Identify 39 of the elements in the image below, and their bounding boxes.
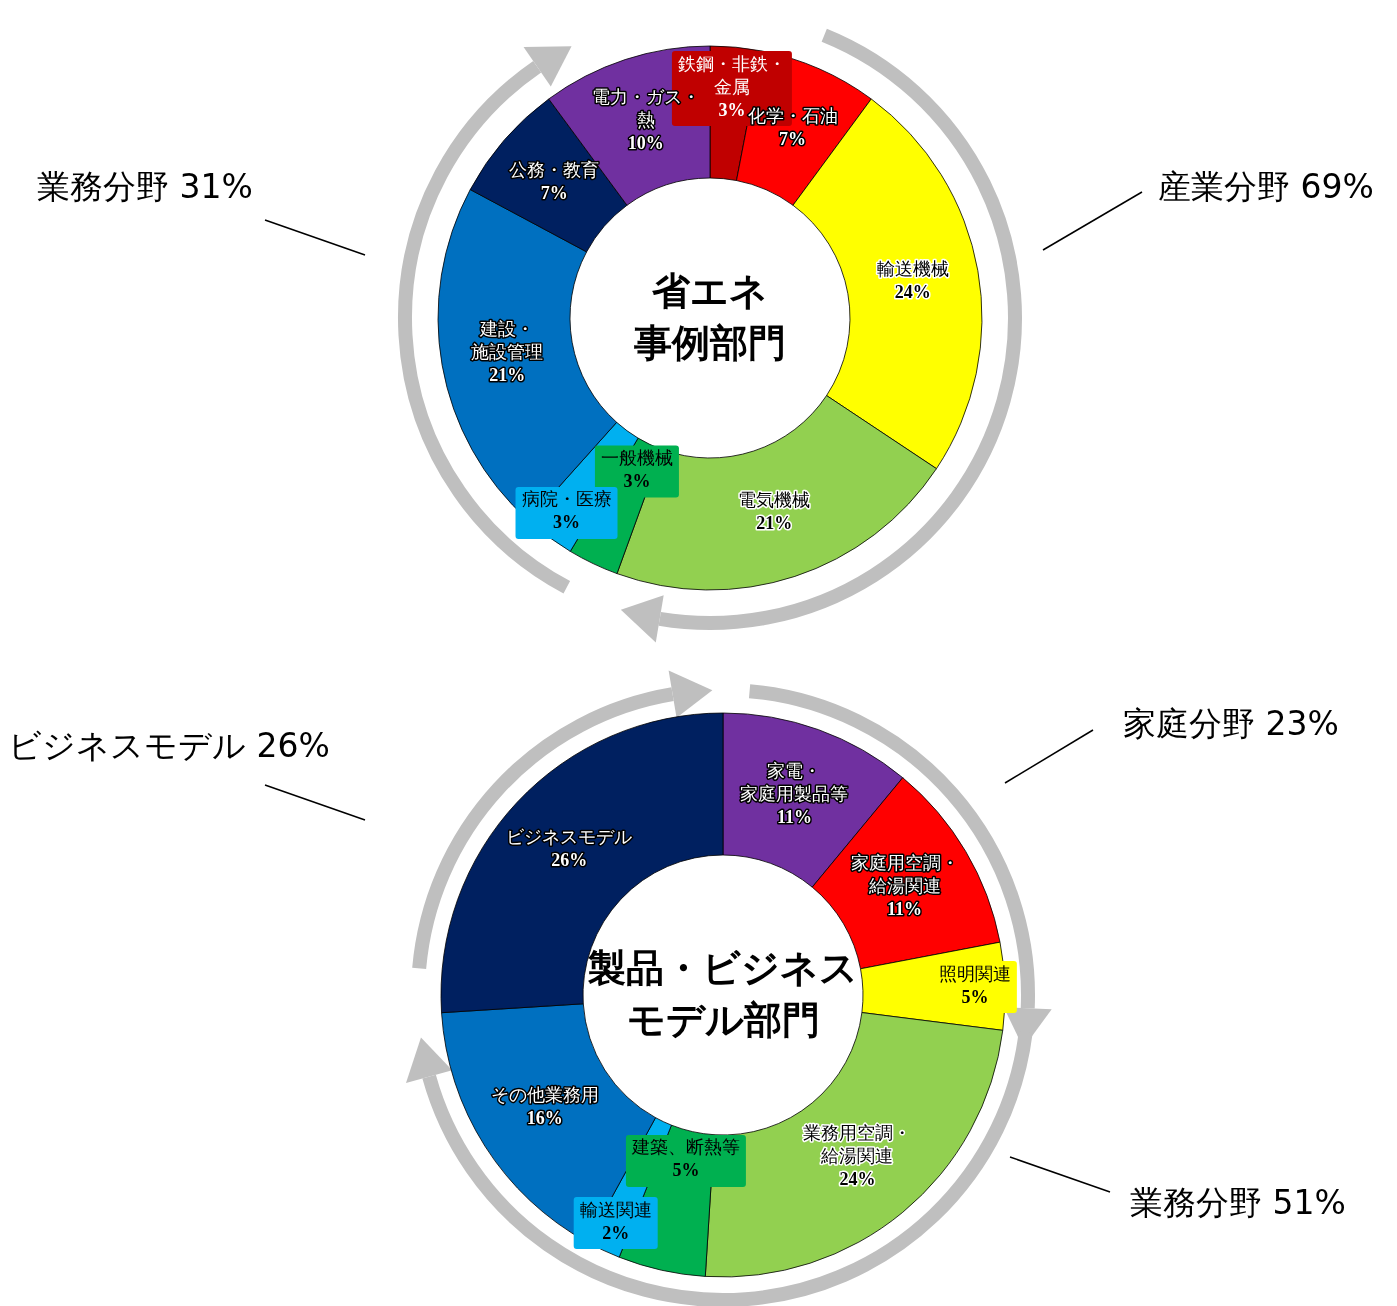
data-label: 21% <box>489 364 526 385</box>
data-label: 5% <box>672 1160 700 1181</box>
slice-label: その他業務用 <box>490 1084 599 1105</box>
data-label: 26% <box>551 850 588 871</box>
data-label: 11% <box>887 898 923 919</box>
data-label: 10% <box>627 133 664 154</box>
data-label: 3% <box>623 471 651 492</box>
text: 家庭分野 23% <box>1123 704 1339 743</box>
slice-label: 病院・医療 <box>521 489 612 510</box>
slice-label: 化学・石油 <box>747 105 838 126</box>
slice-label: 業務用空調・給湯関連 <box>803 1122 912 1166</box>
slice-label: 公務・教育 <box>509 159 600 180</box>
text: 業務分野 51% <box>1130 1183 1346 1222</box>
data-label: 7% <box>540 182 568 203</box>
text: 製品・ビジネスモデル部門 <box>587 945 858 1042</box>
text: ビジネスモデル 26% <box>8 726 330 765</box>
data-label: 2% <box>602 1222 630 1243</box>
slice-label: 電気機械 <box>738 490 811 511</box>
slice-label: 家電・家庭用製品等 <box>740 761 849 805</box>
data-label: 24% <box>894 281 931 302</box>
text: 省エネ事例部門 <box>633 268 786 365</box>
slice-label: ビジネスモデル <box>506 827 633 848</box>
data-label: 21% <box>756 513 793 534</box>
data-label: 5% <box>961 986 989 1007</box>
text: 産業分野 69% <box>1158 167 1374 206</box>
data-label: 3% <box>718 99 746 120</box>
data-label: 3% <box>553 512 581 533</box>
slice-label: 建設・施設管理 <box>471 318 544 362</box>
slice-label: 一般機械 <box>600 448 673 469</box>
slice-label: 照明関連 <box>938 963 1011 984</box>
slice-label: 輸送機械 <box>876 258 949 279</box>
slice-label: 建築、断熱等 <box>630 1137 740 1158</box>
data-label: 7% <box>779 128 807 149</box>
text: 業務分野 31% <box>37 167 253 206</box>
slice-label: 家庭用空調・給湯関連 <box>850 852 959 896</box>
data-label: 24% <box>839 1168 876 1189</box>
data-label: 11% <box>776 807 812 828</box>
slice-label: 輸送関連 <box>579 1199 652 1220</box>
data-label: 16% <box>526 1107 563 1128</box>
